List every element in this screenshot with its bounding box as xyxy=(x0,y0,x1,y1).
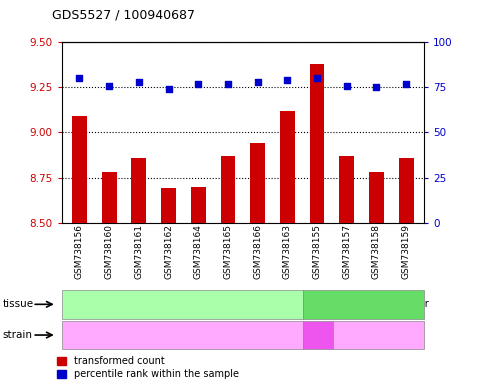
Bar xyxy=(280,111,295,223)
Bar xyxy=(191,187,206,223)
Point xyxy=(224,81,232,87)
Text: strain: strain xyxy=(2,330,33,340)
Bar xyxy=(102,172,116,223)
Point xyxy=(283,77,291,83)
Bar xyxy=(399,158,414,223)
Bar xyxy=(339,156,354,223)
Point xyxy=(373,84,381,91)
Text: tissue: tissue xyxy=(2,299,34,310)
Bar xyxy=(310,64,324,223)
Text: A/J: A/J xyxy=(372,330,385,340)
Text: GDS5527 / 100940687: GDS5527 / 100940687 xyxy=(52,8,195,21)
Bar xyxy=(161,189,176,223)
Bar xyxy=(220,156,235,223)
Point xyxy=(165,86,173,92)
Text: control: control xyxy=(166,299,199,310)
Point xyxy=(254,79,262,85)
Point xyxy=(75,75,83,81)
Bar xyxy=(369,172,384,223)
Text: rhabdomyosarcoma tumor: rhabdomyosarcoma tumor xyxy=(299,299,428,310)
Point xyxy=(313,75,321,81)
Point xyxy=(135,79,143,85)
Point xyxy=(105,83,113,89)
Point xyxy=(402,81,410,87)
Legend: transformed count, percentile rank within the sample: transformed count, percentile rank withi… xyxy=(57,356,239,379)
Point xyxy=(194,81,202,87)
Bar xyxy=(132,158,146,223)
Point xyxy=(343,83,351,89)
Bar xyxy=(250,143,265,223)
Text: BALB
/c: BALB /c xyxy=(306,324,331,346)
Bar xyxy=(72,116,87,223)
Text: A/J: A/J xyxy=(176,330,189,340)
